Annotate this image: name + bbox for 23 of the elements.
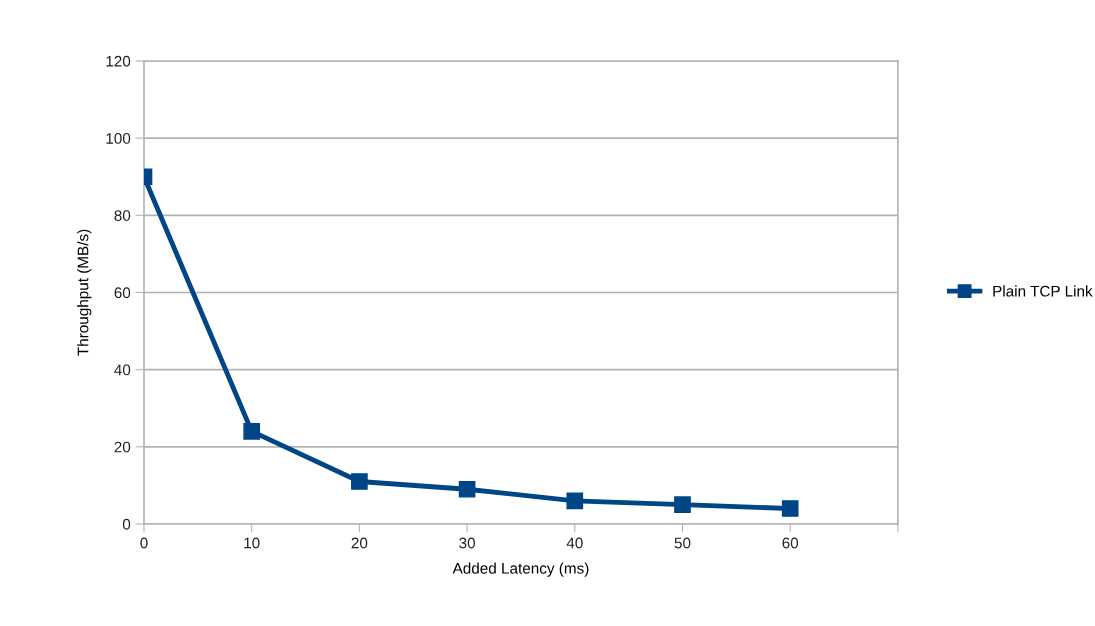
- x-axis-title: Added Latency (ms): [452, 562, 589, 577]
- x-tick-label: 30: [459, 537, 475, 549]
- point: [566, 492, 584, 510]
- point: [781, 500, 799, 517]
- point: [674, 496, 691, 514]
- y-tick-label: 120: [106, 55, 131, 67]
- x-tick-label: 10: [244, 537, 260, 549]
- x-tick-label: 50: [674, 537, 691, 549]
- x-tick-label: 20: [351, 537, 368, 549]
- y-tick-label: 20: [114, 441, 131, 453]
- x-tick-label: 60: [782, 537, 799, 549]
- point: [351, 473, 368, 490]
- y-tick-label: 60: [114, 287, 131, 299]
- y-axis-title: Throughput (MB/s): [77, 229, 92, 356]
- point: [458, 480, 476, 498]
- x-tick-label: 0: [140, 537, 148, 549]
- y-tick-label: 0: [122, 518, 131, 530]
- point: [243, 423, 261, 440]
- x-tick-label: 40: [566, 537, 583, 549]
- legend-label: Plain TCP Link: [993, 285, 1093, 297]
- y-tick-label: 40: [114, 364, 131, 376]
- y-tick-label: 100: [106, 133, 131, 144]
- y-tick-label: 80: [114, 210, 131, 221]
